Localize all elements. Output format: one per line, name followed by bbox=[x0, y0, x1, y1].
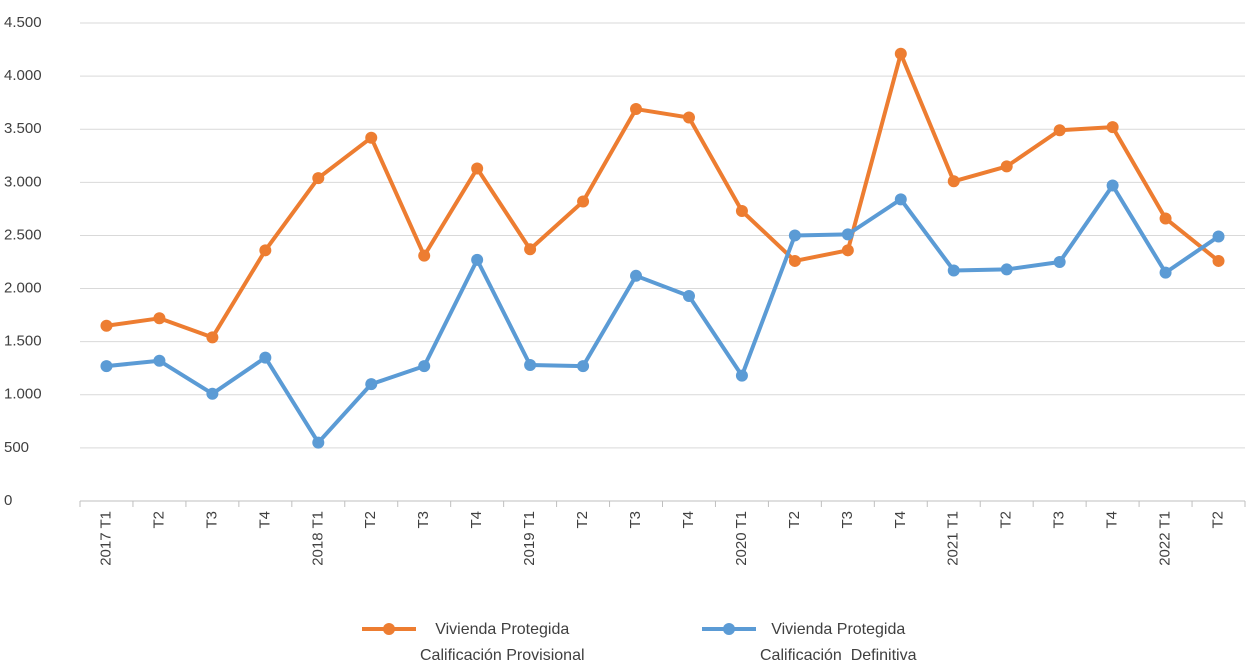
y-tick-label: 1.500 bbox=[4, 333, 42, 350]
legend-marker bbox=[383, 623, 395, 635]
data-point bbox=[206, 331, 219, 344]
legend-item: Vivienda Protegida Calificación Definiti… bbox=[702, 617, 917, 664]
y-tick-label: 2.500 bbox=[4, 226, 42, 243]
data-point bbox=[365, 378, 378, 391]
y-tick-label: 3.000 bbox=[4, 173, 42, 190]
data-point bbox=[1159, 212, 1172, 225]
x-tick-label: T3 bbox=[839, 511, 856, 529]
data-point bbox=[153, 312, 166, 325]
series-line bbox=[106, 51, 1220, 340]
data-point bbox=[1106, 121, 1119, 134]
data-point bbox=[312, 172, 325, 185]
data-point bbox=[1000, 160, 1013, 173]
data-point bbox=[312, 436, 325, 449]
x-tick-label: T4 bbox=[1104, 511, 1121, 529]
y-tick-label: 0 bbox=[4, 492, 12, 509]
y-tick-label: 2.000 bbox=[4, 280, 42, 297]
data-point bbox=[947, 175, 960, 188]
data-point bbox=[735, 205, 748, 218]
x-tick-label: 2019 T1 bbox=[521, 511, 538, 566]
data-point bbox=[1106, 179, 1119, 192]
x-tick-label: T3 bbox=[627, 511, 644, 529]
x-tick-label: T2 bbox=[786, 511, 803, 529]
data-point bbox=[1053, 124, 1066, 137]
data-point bbox=[365, 131, 378, 144]
y-tick-label: 500 bbox=[4, 439, 29, 456]
data-point bbox=[524, 243, 537, 256]
x-tick-label: 2018 T1 bbox=[309, 511, 326, 566]
data-point bbox=[418, 360, 431, 373]
data-point bbox=[1212, 254, 1225, 267]
x-tick-label: T3 bbox=[1051, 511, 1068, 529]
data-point bbox=[630, 103, 643, 116]
data-point bbox=[524, 359, 537, 372]
data-point bbox=[471, 162, 484, 175]
x-tick-label: 2020 T1 bbox=[733, 511, 750, 566]
x-tick-label: T4 bbox=[256, 511, 273, 529]
data-point bbox=[100, 360, 113, 373]
data-point bbox=[418, 249, 431, 262]
x-tick-label: 2021 T1 bbox=[945, 511, 962, 566]
legend-swatch bbox=[702, 623, 756, 635]
x-tick-label: 2022 T1 bbox=[1157, 511, 1174, 566]
data-point bbox=[894, 193, 907, 206]
y-tick-label: 4.500 bbox=[4, 14, 42, 31]
x-tick-label: 2017 T1 bbox=[97, 511, 114, 566]
y-tick-label: 4.000 bbox=[4, 67, 42, 84]
legend-item: Vivienda Protegida Calificación Provisio… bbox=[362, 617, 585, 664]
data-point bbox=[682, 289, 695, 302]
data-point bbox=[471, 253, 484, 266]
x-tick-label: T2 bbox=[1209, 511, 1226, 529]
data-point bbox=[894, 47, 907, 60]
x-tick-label: T4 bbox=[892, 511, 909, 529]
x-tick-label: T3 bbox=[203, 511, 220, 529]
x-tick-label: T4 bbox=[680, 511, 697, 529]
x-tick-label: T2 bbox=[998, 511, 1015, 529]
legend-label: Vivienda Protegida Calificación Definiti… bbox=[760, 621, 917, 664]
y-tick-label: 1.000 bbox=[4, 386, 42, 403]
x-tick-label: T3 bbox=[415, 511, 432, 529]
data-point bbox=[206, 387, 219, 400]
x-tick-label: T2 bbox=[362, 511, 379, 529]
data-point bbox=[841, 244, 854, 257]
data-point bbox=[1000, 263, 1013, 276]
data-point bbox=[788, 229, 801, 242]
y-tick-label: 3.500 bbox=[4, 120, 42, 137]
legend-swatch bbox=[362, 623, 416, 635]
x-tick-label: T2 bbox=[150, 511, 167, 529]
data-point bbox=[947, 264, 960, 277]
x-tick-label: T4 bbox=[468, 511, 485, 529]
data-point bbox=[153, 354, 166, 367]
data-point bbox=[1053, 256, 1066, 268]
data-point bbox=[259, 244, 272, 257]
data-point bbox=[841, 228, 854, 241]
series-line bbox=[106, 183, 1220, 445]
legend-marker bbox=[723, 623, 735, 635]
data-point bbox=[788, 254, 801, 267]
data-point bbox=[1212, 230, 1225, 243]
data-point bbox=[577, 360, 590, 373]
legend-label: Vivienda Protegida Calificación Provisio… bbox=[420, 621, 585, 664]
data-point bbox=[100, 319, 113, 332]
data-point bbox=[577, 195, 590, 208]
data-point bbox=[259, 351, 272, 364]
data-point bbox=[1159, 266, 1172, 279]
data-point bbox=[682, 111, 695, 124]
data-point bbox=[630, 269, 643, 282]
data-point bbox=[735, 369, 748, 382]
x-tick-label: T2 bbox=[574, 511, 591, 529]
